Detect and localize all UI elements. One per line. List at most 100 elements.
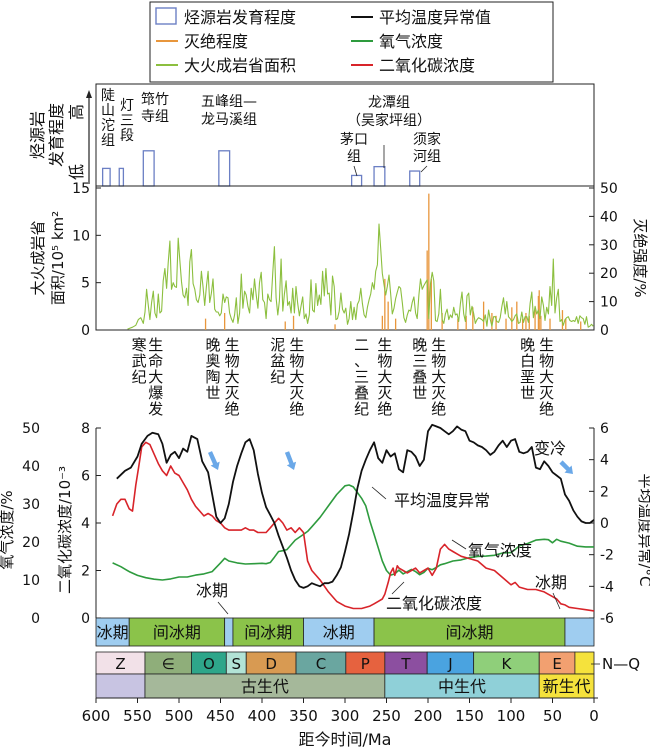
formation-label: （吴家坪组） <box>347 112 431 129</box>
ice-age-label: 冰期 <box>196 581 228 600</box>
lip-extinction-panel: 大火成岩省 面积/10⁵ km² 灭绝强度/% 0 5 10 15 0 10 20 30 40 5… <box>29 181 649 339</box>
event-label: 叠 <box>354 384 369 402</box>
x-tick-label: 350 <box>289 707 318 725</box>
formation-bar <box>101 167 111 187</box>
event-label: 世 <box>412 384 427 402</box>
event-label: 物 <box>431 352 446 370</box>
climate-panel: 氧气浓度/% 二氧化碳浓度/10⁻³ 平均温度异常/°C 01020304050… <box>0 421 650 627</box>
climate-phase-label: 间冰期 <box>445 623 493 642</box>
event-label: 、 <box>354 352 369 370</box>
event-label: 三 <box>354 368 369 386</box>
event-label: 纪 <box>270 368 285 386</box>
x-tick-label: 300 <box>331 707 360 725</box>
source-rock-ylabel-line2: 发育程度 <box>47 103 66 167</box>
climate-phase-segment <box>564 617 595 647</box>
temp-ylabel: 平均温度异常/°C <box>636 473 650 586</box>
formation-label: 龙潭组 <box>368 94 410 111</box>
event-label: 物 <box>289 352 304 370</box>
extinction-ytick-label: 40 <box>600 209 618 225</box>
o2-ytick-label: 10 <box>22 573 40 589</box>
legend-label: 烃源岩发育程度 <box>184 8 296 27</box>
event-label: 灭 <box>431 384 446 402</box>
formation-label: 河组 <box>413 149 441 165</box>
temp-curve-label: 平均温度异常 <box>394 491 490 510</box>
period-segment <box>574 651 595 675</box>
formation-label: 茅口 <box>340 132 368 148</box>
event-label: 灭 <box>539 384 554 402</box>
formation-label: 寺组 <box>141 109 169 125</box>
event-label: 绝 <box>289 400 304 418</box>
cooling-arrow-icon <box>284 451 297 470</box>
co2-curve-label: 二氧化碳浓度 <box>386 594 482 613</box>
co2-ytick-label: 8 <box>81 421 90 437</box>
co2-line <box>111 441 595 612</box>
cooling-arrow-icon <box>559 460 573 474</box>
event-label: 陶 <box>206 368 221 386</box>
x-tick-label: 500 <box>165 707 194 725</box>
era-segment <box>95 673 146 699</box>
ice-age-leader <box>552 592 561 610</box>
x-tick-label: 0 <box>589 707 599 725</box>
event-label: 武 <box>132 352 147 370</box>
formation-label: 组 <box>347 149 361 165</box>
period-label: O <box>203 655 215 673</box>
co2-ylabel: 二氧化碳浓度/10⁻³ <box>56 466 74 594</box>
o2-ytick-label: 20 <box>22 535 40 551</box>
o2-ytick-label: 30 <box>22 497 40 513</box>
co2-label-leader <box>391 581 405 595</box>
extinction-ytick-label: 30 <box>600 238 618 254</box>
formation-bar <box>409 170 421 187</box>
x-tick-label: 200 <box>414 707 443 725</box>
event-label: 叠 <box>412 368 427 386</box>
event-label: 绝 <box>225 400 240 418</box>
event-label: 生 <box>225 336 240 354</box>
era-label: 新生代 <box>543 677 591 696</box>
climate-phase-label: 冰期 <box>97 623 129 642</box>
x-axis-label: 距今时间/Ma <box>298 730 391 749</box>
event-label: 生 <box>431 336 446 354</box>
event-label: 大 <box>289 368 304 386</box>
event-label: 奥 <box>206 352 221 370</box>
o2-ytick-label: 0 <box>31 611 40 627</box>
legend-label: 大火成岩省面积 <box>184 56 296 75</box>
temp-ytick-label: 6 <box>600 421 609 437</box>
timescale-bars: 冰期 间冰期 间冰期 冰期 间冰期 Z ∈ O S D C P T J K E N—Q 古生代 中生代 新生代 <box>95 617 640 699</box>
extinction-ytick-label: 50 <box>600 181 618 197</box>
climate-phase-label: 间冰期 <box>244 623 292 642</box>
event-label: 命 <box>148 352 163 370</box>
cooling-label: 变冷 <box>534 439 566 458</box>
climate-phase-segment <box>224 617 234 647</box>
period-label: E <box>552 655 561 673</box>
period-label: P <box>361 655 370 673</box>
x-tick-label: 250 <box>372 707 401 725</box>
event-label: 大 <box>377 368 392 386</box>
temp-ytick-label: -6 <box>600 611 614 627</box>
o2-label-leader <box>451 539 467 550</box>
climate-phase-label: 冰期 <box>323 623 355 642</box>
temperature-line <box>116 423 595 589</box>
event-label: 盆 <box>270 352 285 370</box>
formation-label: 龙马溪组 <box>201 112 257 128</box>
temp-ytick-label: 2 <box>600 484 609 500</box>
lip-ytick-label: 0 <box>81 323 90 339</box>
era-label: 中生代 <box>438 677 486 696</box>
formation-label: 山 <box>101 103 115 119</box>
temp-label-leader <box>371 486 387 500</box>
climate-phase-segment <box>232 617 304 647</box>
source-rock-y-low: 低 <box>67 164 86 180</box>
era-segment <box>144 673 386 699</box>
event-label: 大 <box>225 368 240 386</box>
event-label: 大 <box>148 368 163 386</box>
formation-label: 灯 <box>120 98 134 114</box>
period-label: ∈ <box>162 655 175 673</box>
formation-label: 筇竹 <box>141 92 169 108</box>
formation-label: 段 <box>120 128 134 144</box>
lip-area-line <box>127 223 594 330</box>
event-label: 垩 <box>520 368 535 386</box>
climate-phase-segment <box>95 617 130 647</box>
event-label: 三 <box>412 352 427 370</box>
event-label: 发 <box>148 400 163 418</box>
event-label: 物 <box>377 352 392 370</box>
period-label: C <box>316 655 326 673</box>
